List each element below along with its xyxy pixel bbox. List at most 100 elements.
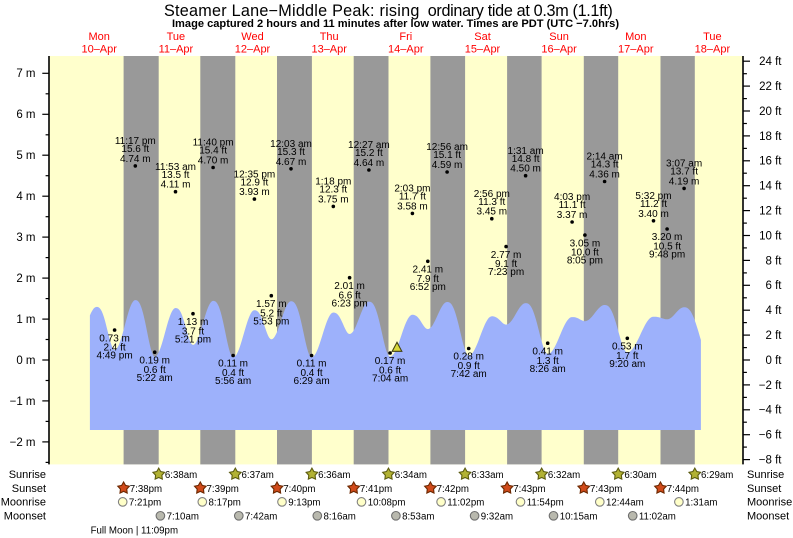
svg-text:Sat: Sat (474, 31, 491, 43)
svg-text:6:29am: 6:29am (701, 470, 733, 481)
svg-text:11.3 ft: 11.3 ft (478, 197, 505, 208)
svg-text:Tue: Tue (703, 31, 722, 43)
svg-text:7:38pm: 7:38pm (130, 484, 162, 495)
svg-text:15.6 ft: 15.6 ft (121, 144, 149, 155)
svg-text:5 m: 5 m (16, 150, 35, 162)
svg-text:−4 ft: −4 ft (759, 405, 783, 417)
svg-text:4.64 m: 4.64 m (354, 158, 385, 169)
svg-text:11:40 pm: 11:40 pm (193, 138, 234, 149)
svg-text:20 ft: 20 ft (759, 106, 782, 118)
svg-text:10 ft: 10 ft (759, 230, 782, 242)
svg-text:11.7 ft: 11.7 ft (399, 192, 426, 203)
svg-text:Full Moon | 11:09pm: Full Moon | 11:09pm (91, 525, 178, 536)
svg-text:7:43pm: 7:43pm (513, 484, 545, 495)
svg-text:14 ft: 14 ft (759, 181, 782, 193)
svg-text:11:53 am: 11:53 am (155, 162, 196, 173)
svg-text:11.2 ft: 11.2 ft (640, 199, 667, 210)
svg-text:3.93 m: 3.93 m (239, 187, 270, 198)
svg-text:12.9 ft: 12.9 ft (240, 177, 268, 188)
svg-text:3.58 m: 3.58 m (397, 201, 428, 212)
svg-text:5.2 ft: 5.2 ft (260, 308, 282, 319)
svg-text:10–Apr: 10–Apr (81, 43, 117, 55)
svg-text:8:17pm: 8:17pm (209, 498, 241, 509)
svg-text:Mon: Mon (625, 31, 646, 43)
svg-text:2.41 m: 2.41 m (413, 265, 444, 276)
svg-text:2.01 m: 2.01 m (334, 281, 365, 292)
svg-text:9:13pm: 9:13pm (288, 498, 320, 509)
svg-text:4:03 pm: 4:03 pm (554, 192, 590, 203)
svg-text:11:54pm: 11:54pm (527, 498, 564, 509)
svg-text:9:48 pm: 9:48 pm (649, 250, 685, 261)
svg-text:−2 m: −2 m (10, 437, 36, 449)
svg-text:12:35 pm: 12:35 pm (234, 169, 276, 180)
svg-text:2 m: 2 m (16, 273, 35, 285)
svg-text:6 m: 6 m (16, 109, 35, 121)
svg-text:3 m: 3 m (16, 232, 35, 244)
svg-text:0.17 m: 0.17 m (375, 356, 406, 367)
svg-text:Sunset: Sunset (12, 483, 46, 495)
svg-text:0.4 ft: 0.4 ft (222, 368, 244, 379)
svg-text:0.19 m: 0.19 m (139, 355, 170, 366)
svg-text:1:31am: 1:31am (685, 498, 717, 509)
svg-text:8 ft: 8 ft (766, 255, 783, 267)
svg-text:6:33am: 6:33am (471, 470, 503, 481)
svg-text:1:31 am: 1:31 am (508, 146, 544, 157)
svg-text:Image captured 2 hours and 11: Image captured 2 hours and 11 minutes af… (172, 18, 619, 30)
svg-text:1:18 pm: 1:18 pm (315, 177, 351, 188)
svg-text:13–Apr: 13–Apr (311, 43, 347, 55)
svg-text:12.3 ft: 12.3 ft (319, 185, 347, 196)
svg-text:5:32 pm: 5:32 pm (635, 191, 671, 202)
svg-text:10:08pm: 10:08pm (368, 498, 406, 509)
svg-text:2:56 pm: 2:56 pm (474, 189, 510, 200)
svg-text:7:21pm: 7:21pm (129, 498, 161, 509)
svg-text:7 m: 7 m (16, 68, 35, 80)
svg-text:Sun: Sun (549, 31, 569, 43)
svg-text:3.37 m: 3.37 m (557, 210, 588, 221)
svg-text:13.5 ft: 13.5 ft (162, 170, 190, 181)
svg-text:−1 m: −1 m (10, 396, 36, 408)
svg-text:−8 ft: −8 ft (759, 455, 783, 467)
svg-text:2:14 am: 2:14 am (587, 152, 623, 163)
svg-text:7:40pm: 7:40pm (283, 484, 315, 495)
svg-text:12 ft: 12 ft (759, 206, 782, 218)
svg-text:0.28 m: 0.28 m (453, 352, 484, 363)
svg-text:18 ft: 18 ft (759, 131, 782, 143)
svg-text:6:30am: 6:30am (624, 470, 656, 481)
svg-text:15.3 ft: 15.3 ft (277, 147, 305, 158)
svg-text:0.6 ft: 0.6 ft (379, 366, 401, 377)
svg-text:2.4 ft: 2.4 ft (103, 343, 125, 354)
svg-text:7:10am: 7:10am (167, 512, 199, 523)
svg-text:12:56 am: 12:56 am (426, 142, 468, 153)
svg-text:3.05 m: 3.05 m (570, 238, 601, 249)
svg-text:7:42am: 7:42am (245, 512, 277, 523)
svg-text:17–Apr: 17–Apr (618, 43, 654, 55)
svg-text:Tue: Tue (167, 31, 186, 43)
svg-text:5:21 pm: 5:21 pm (175, 334, 211, 345)
svg-text:4.50 m: 4.50 m (510, 164, 541, 175)
svg-text:14.8 ft: 14.8 ft (512, 154, 540, 165)
svg-text:1.13 m: 1.13 m (178, 317, 209, 328)
svg-text:15.4 ft: 15.4 ft (199, 146, 227, 157)
svg-text:0.11 m: 0.11 m (297, 359, 327, 370)
svg-text:1.7 ft: 1.7 ft (616, 351, 638, 362)
svg-text:7:43pm: 7:43pm (590, 484, 622, 495)
svg-text:24 ft: 24 ft (759, 56, 782, 68)
svg-text:4.70 m: 4.70 m (198, 156, 229, 167)
svg-text:3.7 ft: 3.7 ft (182, 326, 204, 337)
svg-text:6:36am: 6:36am (318, 470, 350, 481)
svg-text:4 m: 4 m (16, 191, 35, 203)
svg-text:5:22 am: 5:22 am (137, 373, 173, 384)
svg-text:4.19 m: 4.19 m (669, 176, 700, 187)
svg-text:1.3 ft: 1.3 ft (537, 356, 559, 367)
svg-text:12:03 am: 12:03 am (270, 139, 312, 150)
svg-text:7.9 ft: 7.9 ft (417, 274, 439, 285)
svg-text:7:44pm: 7:44pm (667, 484, 699, 495)
svg-text:Moonrise: Moonrise (1, 497, 46, 509)
svg-text:8:26 am: 8:26 am (530, 364, 566, 375)
svg-text:11.1 ft: 11.1 ft (559, 200, 586, 211)
svg-text:Sunrise: Sunrise (747, 469, 784, 481)
svg-text:6 ft: 6 ft (766, 280, 783, 292)
svg-text:15.1 ft: 15.1 ft (433, 150, 461, 161)
svg-text:9:32am: 9:32am (481, 512, 513, 523)
svg-text:6:38am: 6:38am (165, 470, 197, 481)
